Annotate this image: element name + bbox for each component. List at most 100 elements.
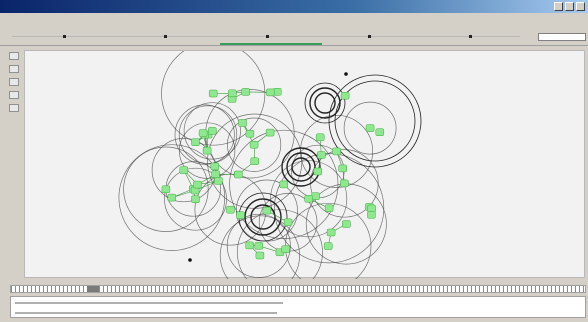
network-node[interactable] (161, 185, 171, 194)
mobile-marker[interactable] (344, 72, 348, 76)
range-ring (226, 213, 291, 278)
network-node[interactable] (324, 204, 334, 212)
timeline-marker[interactable] (164, 35, 168, 38)
menu-bar (0, 13, 588, 27)
highlight-ring (314, 92, 336, 114)
network-node[interactable] (245, 129, 255, 138)
network-node[interactable] (279, 180, 289, 189)
range-ring (235, 179, 298, 242)
highlight-ring (328, 74, 422, 168)
network-node[interactable] (375, 128, 385, 136)
timeline-marker[interactable] (367, 35, 371, 38)
network-node[interactable] (198, 129, 208, 137)
network-node[interactable] (262, 206, 272, 215)
node-icon[interactable] (9, 91, 19, 99)
network-node[interactable] (340, 91, 350, 100)
network-node[interactable] (249, 140, 259, 149)
network-node[interactable] (281, 245, 290, 253)
network-node[interactable] (210, 162, 220, 171)
log-line-1 (11, 308, 585, 317)
tool-column (8, 52, 22, 124)
network-node[interactable] (367, 211, 376, 219)
timeline-bar (0, 27, 588, 46)
network-node[interactable] (367, 204, 376, 213)
link-icon[interactable] (9, 104, 19, 112)
network-node[interactable] (236, 211, 245, 219)
highlight-ring (304, 82, 346, 124)
network-node[interactable] (202, 146, 212, 155)
mobile-marker[interactable] (188, 258, 192, 262)
timeline-progress (220, 43, 322, 45)
range-rings (118, 51, 422, 279)
nodes (161, 88, 385, 260)
range-ring (178, 105, 238, 164)
network-node[interactable] (255, 251, 265, 260)
range-ring (183, 102, 241, 160)
network-node[interactable] (191, 195, 200, 203)
network-node[interactable] (332, 147, 341, 156)
highlight-ring (281, 147, 321, 187)
network-node[interactable] (191, 138, 200, 146)
network-node[interactable] (234, 170, 243, 179)
network-node[interactable] (340, 179, 349, 188)
highlight-ring (291, 157, 311, 177)
move-icon[interactable] (9, 65, 19, 73)
log-pane (10, 296, 586, 318)
network-node[interactable] (313, 167, 323, 176)
network-node[interactable] (211, 170, 220, 178)
network-node[interactable] (208, 127, 217, 135)
highlight-ring (334, 80, 416, 162)
network-node[interactable] (226, 205, 235, 214)
network-node[interactable] (304, 195, 313, 203)
select-icon[interactable] (9, 52, 19, 60)
range-ring (219, 215, 300, 279)
range-ring (161, 51, 266, 146)
network-node[interactable] (228, 89, 237, 98)
range-ring (174, 104, 235, 165)
network-node[interactable] (342, 220, 351, 228)
highlight-ring (309, 87, 341, 119)
network-node[interactable] (338, 164, 347, 173)
network-node[interactable] (323, 242, 333, 250)
range-ring (270, 160, 348, 238)
network-node[interactable] (238, 119, 247, 127)
zoom-icon[interactable] (9, 78, 19, 86)
view-tabs[interactable] (538, 33, 586, 41)
highlight-ring (250, 204, 276, 230)
timeline-marker[interactable] (469, 35, 473, 38)
network-node[interactable] (179, 166, 189, 174)
range-ring (343, 101, 397, 155)
range-ring (123, 146, 209, 232)
network-node[interactable] (326, 228, 336, 237)
network-node[interactable] (266, 88, 275, 97)
ruler-cursor[interactable] (87, 286, 99, 292)
maximize-button[interactable] (565, 2, 574, 11)
timeline-marker[interactable] (266, 35, 269, 38)
network-node[interactable] (254, 242, 264, 250)
network-node[interactable] (315, 133, 325, 142)
ruler-ticks (11, 286, 585, 292)
network-node[interactable] (214, 177, 223, 185)
network-node[interactable] (250, 157, 259, 165)
title-bar (0, 0, 588, 13)
network-node[interactable] (317, 151, 326, 159)
network-topology-graph[interactable] (25, 51, 586, 279)
network-node[interactable] (167, 193, 177, 202)
range-ring (227, 117, 282, 172)
close-button[interactable] (576, 2, 585, 11)
network-node[interactable] (283, 218, 293, 227)
network-node[interactable] (241, 88, 250, 96)
network-node[interactable] (245, 241, 254, 250)
minimize-button[interactable] (554, 2, 563, 11)
timeline-marker[interactable] (62, 35, 66, 38)
network-node[interactable] (193, 180, 202, 189)
timeline-ruler[interactable] (10, 285, 586, 293)
network-node[interactable] (208, 89, 218, 98)
network-canvas[interactable] (24, 50, 586, 279)
log-line-0 (11, 298, 585, 307)
network-node[interactable] (365, 124, 375, 132)
network-node[interactable] (265, 128, 275, 137)
highlight-ring (286, 152, 316, 182)
window-controls (554, 2, 585, 11)
highlight-ring (244, 198, 282, 236)
